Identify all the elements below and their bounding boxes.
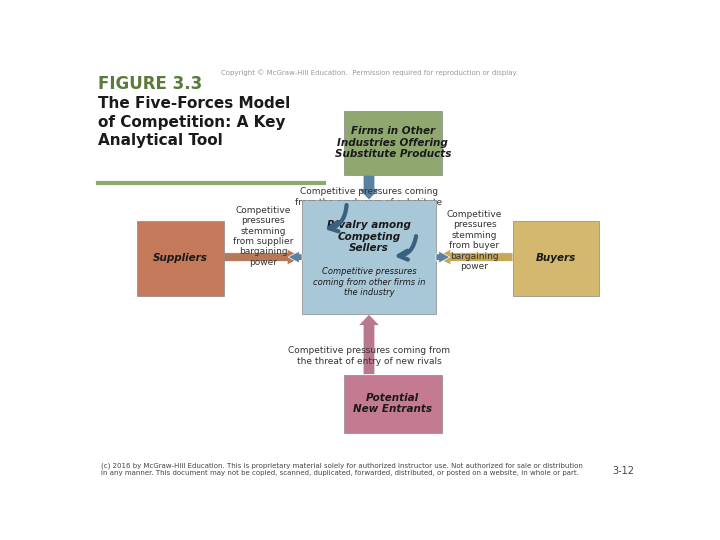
Text: Buyers: Buyers	[536, 253, 576, 263]
Text: Competitive
pressures
stemming
from buyer
bargaining
power: Competitive pressures stemming from buye…	[447, 210, 502, 271]
Polygon shape	[288, 251, 302, 263]
Text: Competitive pressures
coming from other firms in
the industry: Competitive pressures coming from other …	[312, 267, 426, 297]
Text: Firms in Other
Industries Offering
Substitute Products: Firms in Other Industries Offering Subst…	[335, 126, 451, 159]
FancyBboxPatch shape	[302, 200, 436, 314]
Text: Suppliers: Suppliers	[153, 253, 208, 263]
Text: Competitive pressures coming
from the producers of substitute
products: Competitive pressures coming from the pr…	[295, 187, 443, 217]
Text: FIGURE 3.3: FIGURE 3.3	[99, 75, 202, 93]
Text: Potential
New Entrants: Potential New Entrants	[354, 393, 432, 415]
FancyBboxPatch shape	[344, 375, 441, 433]
Polygon shape	[359, 314, 379, 375]
Text: Copyright © McGraw-Hill Education.  Permission required for reproduction or disp: Copyright © McGraw-Hill Education. Permi…	[220, 69, 518, 76]
Text: Competitive pressures coming from
the threat of entry of new rivals: Competitive pressures coming from the th…	[288, 346, 450, 366]
Text: Rivalry among
Competing
Sellers: Rivalry among Competing Sellers	[327, 220, 411, 253]
Polygon shape	[436, 249, 513, 265]
FancyBboxPatch shape	[344, 111, 441, 175]
Text: (c) 2016 by McGraw-Hill Education. This is proprietary material solely for autho: (c) 2016 by McGraw-Hill Education. This …	[101, 462, 583, 476]
Polygon shape	[224, 249, 302, 265]
FancyBboxPatch shape	[513, 221, 600, 295]
FancyBboxPatch shape	[138, 221, 224, 295]
Polygon shape	[436, 251, 450, 263]
Polygon shape	[359, 175, 379, 200]
Text: 3-12: 3-12	[612, 465, 634, 476]
Text: The Five-Forces Model
of Competition: A Key
Analytical Tool: The Five-Forces Model of Competition: A …	[99, 96, 291, 148]
Text: Competitive
pressures
stemming
from supplier
bargaining
power: Competitive pressures stemming from supp…	[233, 206, 293, 267]
